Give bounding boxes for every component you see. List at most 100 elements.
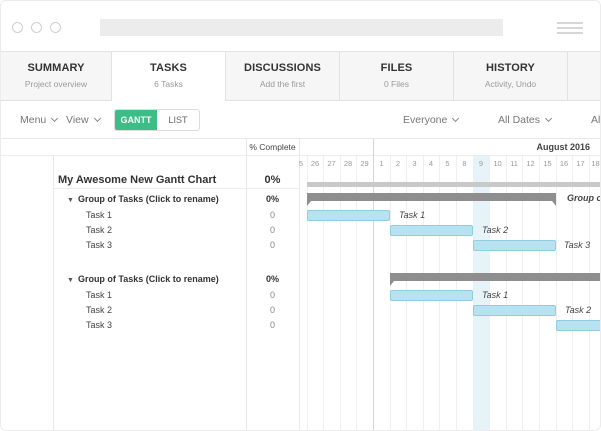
day-gridline xyxy=(522,156,523,430)
window-maximize-icon[interactable] xyxy=(50,22,61,33)
list-view-button[interactable]: LIST xyxy=(157,110,199,130)
task-bar[interactable] xyxy=(390,290,473,301)
tab-title: HISTORY xyxy=(486,62,535,74)
day-label: 4 xyxy=(428,159,434,168)
month-boundary-line xyxy=(373,139,374,430)
project-percent: 0% xyxy=(264,174,281,186)
menu-dropdown[interactable]: Menu xyxy=(20,114,59,126)
task-bar[interactable] xyxy=(473,240,556,251)
tab-tasks[interactable]: TASKS 6 Tasks xyxy=(112,52,226,102)
day-label: 11 xyxy=(510,159,518,168)
task-percent: 0 xyxy=(269,290,275,300)
tab-subtitle: 0 Files xyxy=(383,79,410,89)
task-bar-label: Task 2 xyxy=(482,225,509,235)
day-gridline xyxy=(356,156,357,430)
task-name[interactable]: Task 3 xyxy=(86,320,113,330)
task-bar-label: Task 3 xyxy=(564,240,591,250)
group-row[interactable]: ▼ Group of Tasks (Click to rename) xyxy=(67,194,219,204)
day-label: 26 xyxy=(310,159,320,168)
task-bar-label: Task 1 xyxy=(399,210,426,220)
day-gridline xyxy=(572,156,573,430)
tab-subtitle: Project overview xyxy=(24,79,88,89)
tab-files[interactable]: FILES 0 Files xyxy=(340,52,454,101)
everyone-label: Everyone xyxy=(403,114,448,126)
gantt-grid: % Complete August 2016 5 26 27 28 29 1 2… xyxy=(1,139,600,430)
task-percent: 0 xyxy=(269,305,275,315)
tab-subtitle: Add the first xyxy=(259,79,306,89)
tab-integrations[interactable]: In xyxy=(568,52,600,101)
day-label: 5 xyxy=(445,159,450,168)
month-label: August 2016 xyxy=(536,142,590,152)
task-bar[interactable] xyxy=(390,225,473,236)
tab-title: SUMMARY xyxy=(27,62,85,74)
day-gridline xyxy=(323,156,324,430)
address-bar[interactable] xyxy=(100,19,503,36)
day-label: 10 xyxy=(493,159,502,168)
tab-title: TASKS xyxy=(150,62,187,74)
group-percent: 0% xyxy=(265,274,279,284)
day-gridline xyxy=(307,156,308,430)
status-filter-dropdown[interactable]: All xyxy=(591,114,600,126)
group-row[interactable]: ▼ Group of Tasks (Click to rename) xyxy=(67,274,219,284)
project-name[interactable]: My Awesome New Gantt Chart xyxy=(58,174,217,186)
day-gridline xyxy=(340,156,341,430)
day-label: 16 xyxy=(559,159,569,168)
day-label: 8 xyxy=(462,159,467,168)
group-bar-label: Group of xyxy=(567,193,600,203)
collapse-triangle-icon[interactable]: ▼ xyxy=(67,197,74,204)
hamburger-menu-icon[interactable] xyxy=(557,21,583,35)
day-label: 17 xyxy=(576,159,585,168)
day-label-today: 9 xyxy=(478,159,484,168)
day-label: 3 xyxy=(412,159,417,168)
today-column-highlight xyxy=(473,156,490,430)
task-name[interactable]: Task 2 xyxy=(86,225,113,235)
task-bar[interactable] xyxy=(473,305,556,316)
collapse-triangle-icon[interactable]: ▼ xyxy=(67,277,74,284)
group-percent: 0% xyxy=(265,194,279,204)
group-name: Group of Tasks (Click to rename) xyxy=(77,274,219,284)
tab-discussions[interactable]: DISCUSSIONS Add the first xyxy=(226,52,340,101)
day-label: 28 xyxy=(343,159,353,168)
day-label: 2 xyxy=(395,159,401,168)
chevron-down-icon xyxy=(452,114,460,123)
tab-history[interactable]: HISTORY Activity, Undo xyxy=(454,52,568,101)
task-name[interactable]: Task 1 xyxy=(86,290,113,300)
task-bar-label: Task 2 xyxy=(565,305,592,315)
task-name[interactable]: Task 1 xyxy=(86,210,113,220)
tab-summary[interactable]: SUMMARY Project overview xyxy=(1,52,112,101)
tab-title: DISCUSSIONS xyxy=(244,62,321,74)
group-bar[interactable] xyxy=(307,193,556,206)
column-divider xyxy=(53,156,54,430)
window-minimize-icon[interactable] xyxy=(31,22,42,33)
day-label: 5 xyxy=(298,159,304,168)
all-dates-label: All Dates xyxy=(498,114,541,126)
day-label: 18 xyxy=(591,159,600,168)
tab-subtitle: Activity, Undo xyxy=(484,79,537,89)
task-name[interactable]: Task 2 xyxy=(86,305,113,315)
window-close-icon[interactable] xyxy=(12,22,23,33)
row-separator xyxy=(53,188,299,189)
task-bar[interactable] xyxy=(556,320,600,331)
view-dropdown[interactable]: View xyxy=(66,114,101,126)
date-filter-dropdown[interactable]: All Dates xyxy=(498,114,553,126)
day-gridline xyxy=(473,156,474,430)
view-label: View xyxy=(66,114,89,126)
percent-complete-header: % Complete xyxy=(249,142,296,152)
day-label: 15 xyxy=(543,159,552,168)
day-gridline xyxy=(539,156,540,430)
chevron-down-icon xyxy=(51,114,59,123)
gantt-view-button[interactable]: GANTT xyxy=(115,110,157,130)
project-bar[interactable] xyxy=(307,182,600,187)
header-row: % Complete August 2016 xyxy=(1,139,600,156)
task-bar[interactable] xyxy=(307,210,390,221)
day-label: 12 xyxy=(526,159,535,168)
task-name[interactable]: Task 3 xyxy=(86,240,113,250)
group-bar[interactable] xyxy=(390,273,600,286)
task-percent: 0 xyxy=(269,225,275,235)
gantt-toolbar: Menu View GANTT LIST Everyone All Dates … xyxy=(1,101,600,139)
view-mode-toggle: GANTT LIST xyxy=(114,109,200,131)
day-label: 1 xyxy=(379,159,384,168)
assignee-filter-dropdown[interactable]: Everyone xyxy=(403,114,460,126)
day-label: 27 xyxy=(327,159,336,168)
